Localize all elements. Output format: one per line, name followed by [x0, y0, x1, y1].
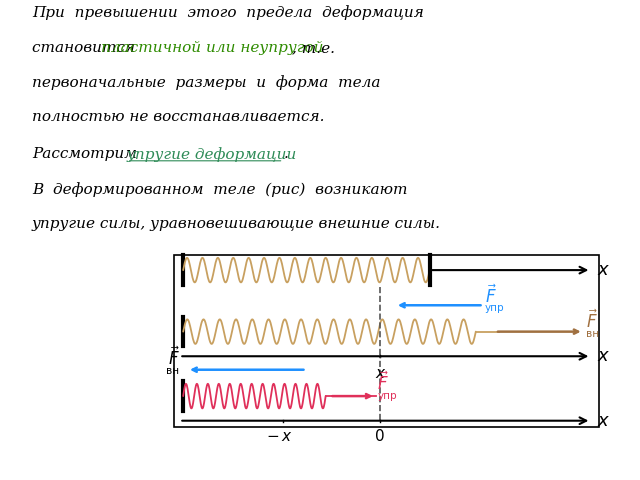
Text: первоначальные  размеры  и  форма  тела: первоначальные размеры и форма тела [32, 75, 381, 90]
Text: упр: упр [377, 391, 397, 400]
Text: полностью не восстанавливается.: полностью не восстанавливается. [32, 110, 324, 124]
Text: x: x [375, 366, 384, 381]
Text: $-\,x$: $-\,x$ [266, 429, 292, 444]
Text: упр: упр [485, 303, 505, 313]
Text: $\vec{F}$: $\vec{F}$ [586, 310, 598, 332]
Text: пластичной или неупругой: пластичной или неупругой [101, 41, 324, 55]
Text: x: x [598, 347, 608, 365]
Bar [174, 255, 599, 427]
Text: $\vec{F}$: $\vec{F}$ [485, 284, 497, 307]
Text: 0: 0 [375, 429, 385, 444]
Text: вн: вн [586, 329, 599, 339]
Text: x: x [598, 261, 608, 279]
Text: $\vec{F}$: $\vec{F}$ [377, 372, 389, 395]
Text: При  превышении  этого  предела  деформация: При превышении этого предела деформация [32, 5, 424, 20]
Text: вн: вн [166, 366, 179, 376]
Text: В  деформированном  теле  (рис)  возникают: В деформированном теле (рис) возникают [32, 182, 408, 197]
Text: , т.е.: , т.е. [292, 41, 335, 55]
Text: Рассмотрим: Рассмотрим [32, 147, 141, 161]
Text: .: . [284, 147, 289, 161]
Text: становится: становится [32, 41, 140, 55]
Text: x: x [598, 412, 608, 430]
Text: упругие силы, уравновешивающие внешние силы.: упругие силы, уравновешивающие внешние с… [32, 217, 441, 231]
Text: $\vec{F}$: $\vec{F}$ [168, 347, 179, 369]
Text: упругие деформации: упругие деформации [127, 147, 297, 162]
